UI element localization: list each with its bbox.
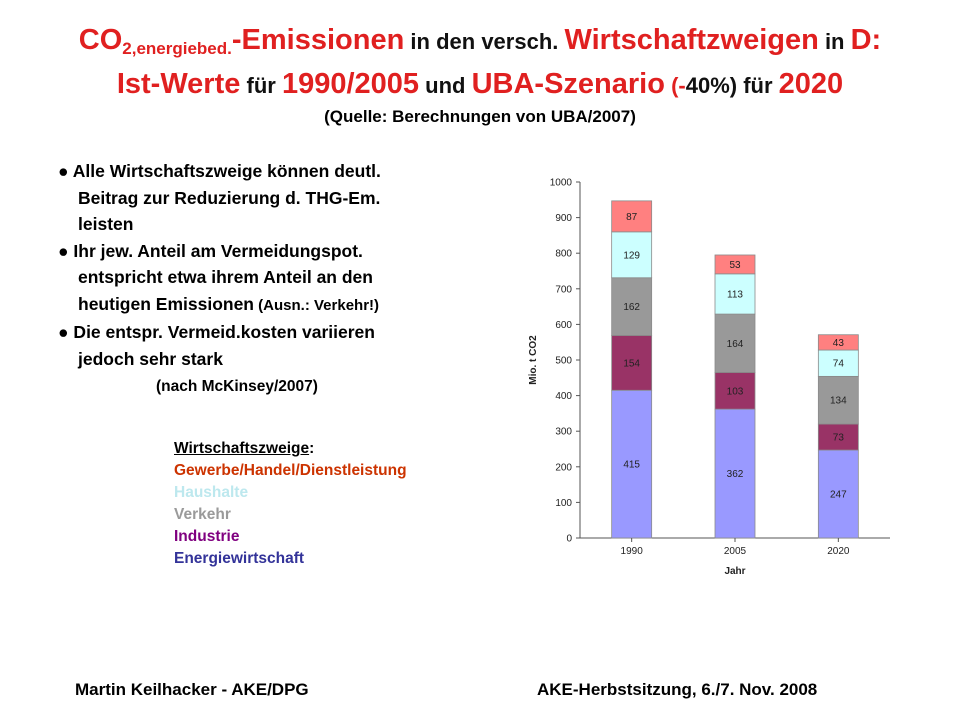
legend-item-haushalte: Haushalte	[174, 484, 249, 501]
bullet-2-line-1: ● Ihr jew. Anteil am Vermeidungspot.	[58, 240, 363, 261]
data-label-energie-1990: 415	[623, 460, 640, 471]
slide-title: CO2,energiebed.-Emissionen in den versch…	[0, 22, 960, 129]
data-label-verkehr-1990: 162	[623, 302, 640, 313]
data-label-industrie-2020: 73	[833, 433, 845, 444]
y-tick-label: 900	[555, 213, 572, 224]
title-co: CO	[78, 24, 123, 56]
bar-segment-verkehr-2020	[817, 375, 859, 425]
bar-segment-haushalte-2005	[714, 273, 756, 315]
title-years: 1990/2005	[281, 68, 420, 100]
data-label-industrie-2005: 103	[727, 386, 744, 397]
data-label-gewerbe-2005: 53	[729, 260, 741, 271]
legend-title-colon: :	[309, 440, 315, 457]
bullet-2-line-2: entspricht etwa ihrem Anteil an den	[78, 267, 373, 287]
legend-title-text: Wirtschaftszweige	[174, 440, 310, 457]
legend-item-verkehr: Verkehr	[174, 506, 231, 523]
title-paren-open: (-	[664, 73, 686, 98]
x-tick-label: 1990	[621, 546, 644, 557]
bullet-2-line-3: heutigen Emissionen (Ausn.: Verkehr!)	[58, 291, 478, 320]
footer-event: AKE-Herbstsitzung, 6./7. Nov. 2008	[537, 680, 818, 699]
y-tick-label: 1000	[550, 178, 573, 189]
y-tick-label: 400	[555, 391, 572, 402]
citation: (nach McKinsey/2007)	[156, 378, 318, 395]
data-label-gewerbe-2020: 43	[833, 338, 845, 349]
bar-segment-haushalte-1990	[611, 231, 653, 279]
bar-segment-energie-2020	[817, 449, 859, 539]
title-text-b: in	[818, 29, 851, 54]
data-label-haushalte-2020: 74	[833, 359, 845, 370]
bar-segment-gewerbe-2020	[817, 334, 859, 351]
sector-legend: Wirtschaftszweige: Gewerbe/Handel/Dienst…	[174, 438, 407, 570]
y-tick-label: 200	[555, 462, 572, 473]
title-emissionen: -Emissionen	[231, 24, 405, 56]
data-label-industrie-1990: 154	[623, 358, 640, 369]
bar-segment-energie-2005	[714, 408, 756, 539]
bullet-2-line-3-note: (Ausn.: Verkehr!)	[254, 296, 380, 314]
y-tick-label: 500	[555, 356, 572, 367]
y-tick-label: 0	[566, 534, 572, 545]
title-line-2: Ist-Werte für 1990/2005 und UBA-Szenario…	[0, 67, 960, 103]
x-axis-label: Jahr	[724, 566, 745, 577]
bullet-2-line-3-main: heutigen Emissionen	[78, 293, 254, 314]
footer-author: Martin Keilhacker - AKE/DPG	[75, 680, 309, 699]
bar-segment-industrie-1990	[611, 335, 653, 391]
title-uba: UBA-Szenario	[471, 68, 665, 100]
data-label-verkehr-2005: 164	[727, 339, 744, 350]
y-tick-label: 300	[555, 427, 572, 438]
bar-segment-energie-1990	[611, 389, 653, 539]
y-tick-label: 100	[555, 498, 572, 509]
legend-item-gewerbe: Gewerbe/Handel/Dienstleistung	[174, 462, 407, 479]
data-label-energie-2020: 247	[830, 490, 847, 501]
bullet-1-line-1: ● Alle Wirtschaftszweige können deutl.	[58, 161, 381, 181]
legend-title: Wirtschaftszweige:	[174, 438, 407, 460]
bar-segment-haushalte-2020	[817, 349, 859, 377]
bar-segment-industrie-2020	[817, 423, 859, 451]
title-istwerte: Ist-Werte	[116, 68, 241, 100]
bullet-list: ● Alle Wirtschaftszweige können deutl. B…	[58, 158, 478, 401]
title-d: D:	[850, 24, 882, 56]
bar-segment-verkehr-1990	[611, 277, 653, 336]
bar-segment-gewerbe-1990	[611, 200, 653, 233]
data-label-energie-2005: 362	[727, 469, 744, 480]
title-text-e: für	[737, 73, 779, 98]
data-label-haushalte-1990: 129	[623, 250, 640, 261]
bullet-1-line-2: Beitrag zur Reduzierung d. THG-Em.	[78, 187, 381, 208]
title-text-a: in den versch.	[404, 29, 565, 54]
x-tick-label: 2005	[724, 546, 747, 557]
bar-segment-verkehr-2005	[714, 313, 756, 373]
x-tick-label: 2020	[827, 546, 850, 557]
title-2020: 2020	[778, 68, 844, 100]
y-tick-label: 600	[555, 320, 572, 331]
bar-segment-industrie-2005	[714, 372, 756, 410]
title-wirtschaftzweigen: Wirtschaftzweigen	[564, 24, 819, 56]
title-co-subscript: 2,energiebed.	[122, 39, 232, 58]
y-axis-label: Mio. t CO2	[528, 335, 539, 385]
bullet-3-line-1: ● Die entspr. Vermeid.kosten variieren	[58, 322, 375, 342]
bullet-1-line-3: leisten	[78, 214, 134, 234]
title-text-c: für	[240, 73, 282, 98]
title-text-d: und	[419, 73, 472, 98]
title-percent: 40%)	[685, 73, 738, 98]
title-line-1: CO2,energiebed.-Emissionen in den versch…	[0, 22, 960, 67]
bullet-3-line-2: jedoch sehr stark	[78, 348, 223, 369]
data-label-gewerbe-1990: 87	[626, 212, 638, 223]
emissions-stacked-bar-chart: 0 100 200 300 400 500 600 700 800 900 1000 Mio. t C…	[528, 178, 890, 577]
data-label-haushalte-2005: 113	[727, 289, 743, 300]
y-tick-label: 700	[555, 284, 572, 295]
y-tick-label: 800	[555, 249, 572, 260]
title-source: (Quelle: Berechnungen von UBA/2007)	[324, 107, 636, 126]
legend-item-industrie: Industrie	[174, 528, 240, 545]
legend-item-energie: Energiewirtschaft	[174, 550, 305, 567]
data-label-verkehr-2020: 134	[830, 396, 847, 407]
bar-segment-gewerbe-2005	[714, 254, 756, 275]
